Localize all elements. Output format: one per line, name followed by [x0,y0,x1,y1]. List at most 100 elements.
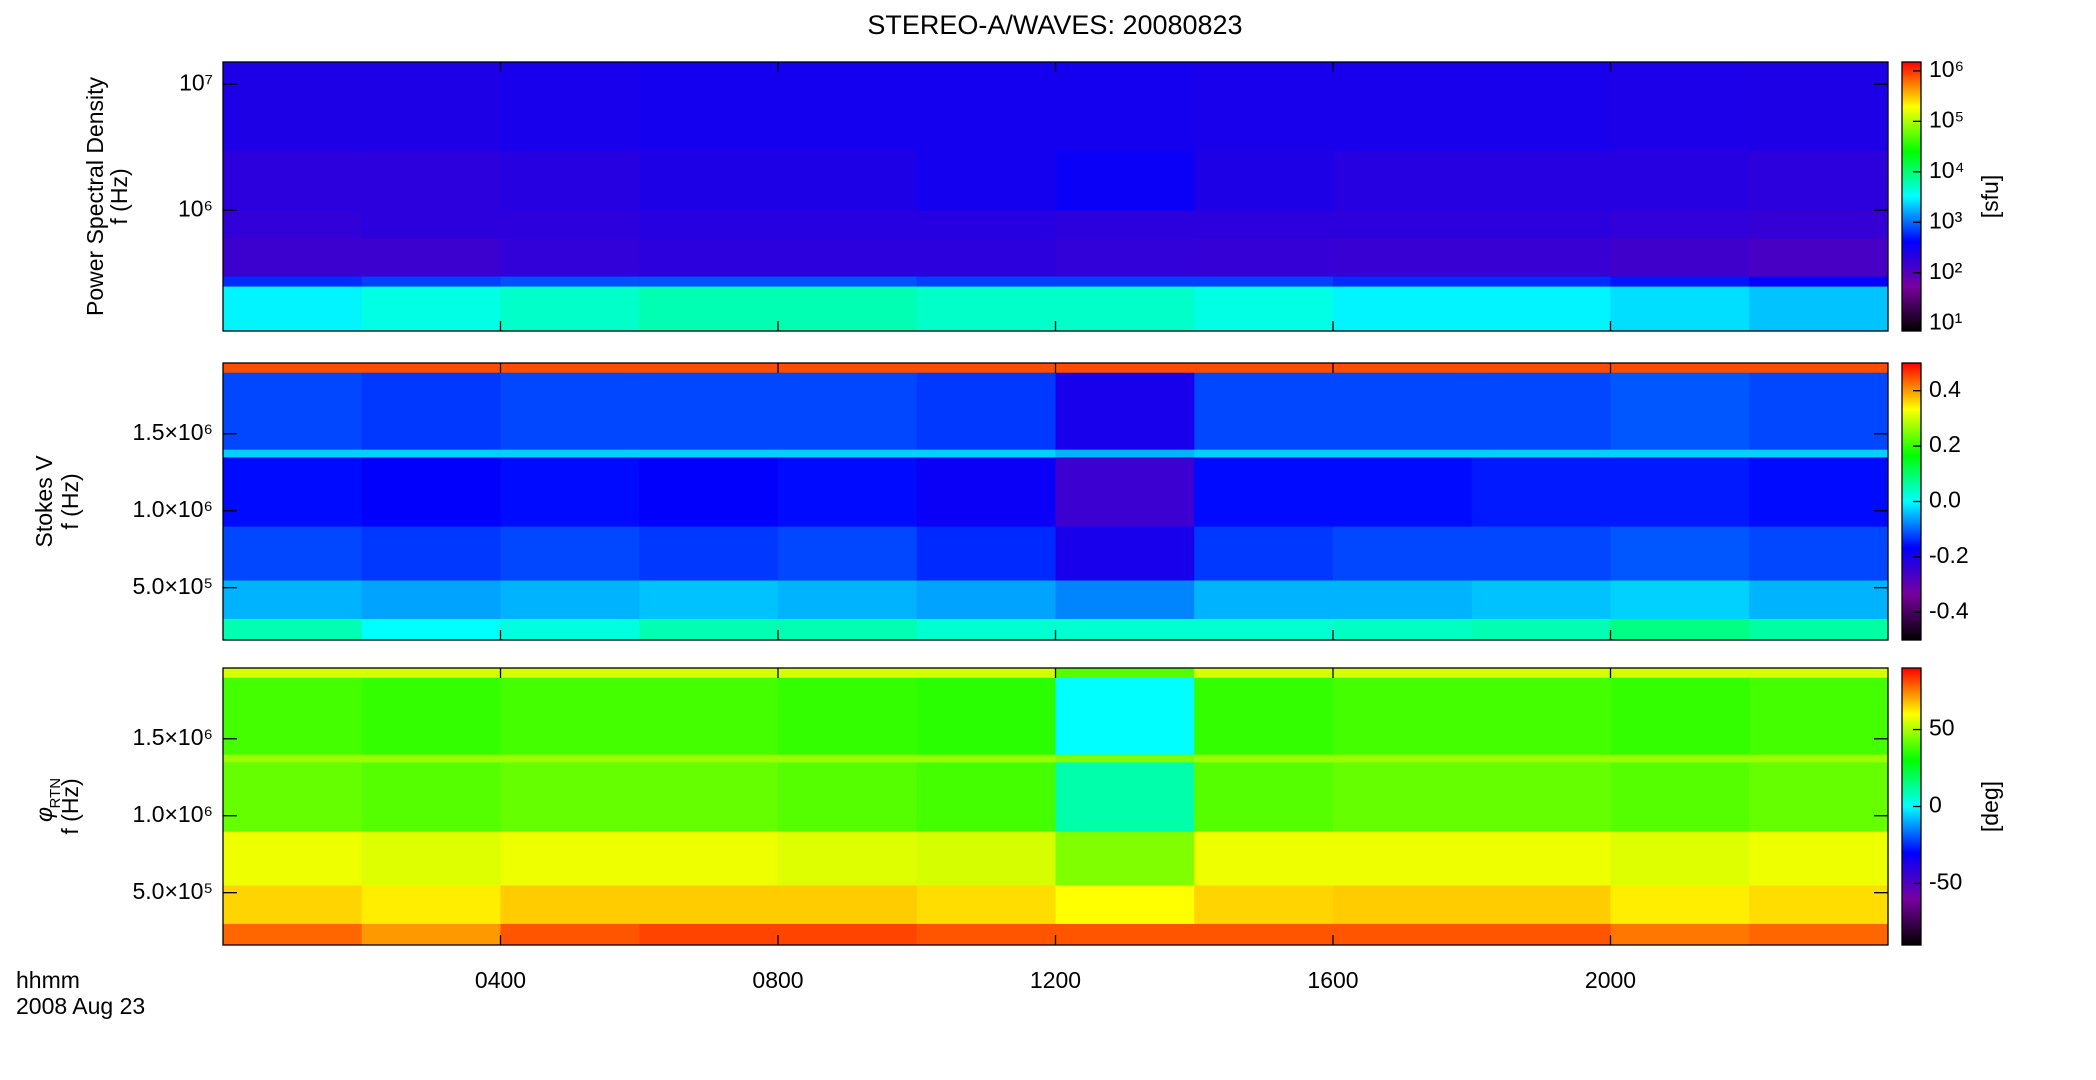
heatmap-cell [1471,754,1611,763]
heatmap-cell [1055,62,1195,151]
heatmap-cell [1194,363,1334,373]
heatmap-cell [1055,579,1195,619]
heatmap-cell [639,668,779,678]
heatmap-cell [1194,677,1334,755]
heatmap-cell [1471,150,1611,211]
heatmap-cell [1471,668,1611,678]
heatmap-cell [916,210,1056,239]
heatmap-cell [223,456,363,527]
y-tick-label: 1.0×10⁶ [133,801,213,827]
heatmap-cell [916,62,1056,151]
colorbar-tick-label: 10³ [1929,207,1963,233]
heatmap-cell [1194,884,1334,924]
heatmap-cell [1055,449,1195,458]
heatmap-cell [1610,372,1750,450]
heatmap-cell [1194,372,1334,450]
heatmap-cell [916,363,1056,373]
heatmap-cell [1471,923,1611,946]
heatmap-cell [1333,618,1473,641]
heatmap-cell [223,62,363,151]
y-tick-label: 1.0×10⁶ [133,496,213,522]
heatmap-cell [1194,286,1334,332]
date-label: 2008 Aug 23 [16,993,145,1019]
y-axis-label-subscript: RTN [47,778,64,809]
heatmap-cell [1749,286,1889,332]
heatmap-cell [223,579,363,619]
heatmap-cell [778,579,918,619]
heatmap-cell [223,150,363,211]
colorbar-tick-label: -0.4 [1929,597,1969,623]
colorbar-tick-label: 10⁶ [1929,56,1964,82]
heatmap-cell [500,238,640,277]
heatmap-cell [778,618,918,641]
heatmap-cell [1194,923,1334,946]
heatmap-cell [778,884,918,924]
heatmap-cell [639,150,779,211]
heatmap-cell [1749,884,1889,924]
heatmap-cell [223,831,363,886]
heatmap-cell [1194,668,1334,678]
heatmap-cell [1471,363,1611,373]
heatmap-cell [1610,831,1750,886]
y-axis-label: Stokes V [31,455,57,548]
heatmap-cell [1610,238,1750,277]
heatmap-cell [916,884,1056,924]
heatmap-cell [1749,579,1889,619]
y-tick-label: 5.0×10⁵ [132,573,213,599]
y-axis-label: f (Hz) [57,473,83,529]
heatmap-cell [361,372,501,450]
heatmap-cell [916,456,1056,527]
heatmap-cell [500,62,640,151]
heatmap-cell [1055,210,1195,239]
heatmap-cell [361,526,501,581]
heatmap-cell [361,286,501,332]
heatmap-cell [223,668,363,678]
heatmap-cell [639,677,779,755]
heatmap-cell [1610,456,1750,527]
y-tick-label: 5.0×10⁵ [132,878,213,904]
heatmap-cell [1055,677,1195,755]
heatmap-cell [1055,754,1195,763]
heatmap-cell [1610,286,1750,332]
heatmap-cell [1610,276,1750,287]
heatmap-cell [1055,372,1195,450]
heatmap-cell [500,923,640,946]
heatmap-cell [639,456,779,527]
heatmap-cell [639,372,779,450]
heatmap-cell [1610,923,1750,946]
heatmap-cell [1749,62,1889,151]
heatmap-cell [1333,150,1473,211]
heatmap-cell [1333,62,1473,151]
heatmap-cell [1749,618,1889,641]
heatmap-cell [639,276,779,287]
heatmap-cell [639,884,779,924]
heatmap-cell [916,150,1056,211]
x-axis-label: hhmm [16,967,80,993]
heatmap-cell [1749,831,1889,886]
y-axis-label: Power Spectral Density [82,76,108,316]
x-tick-label: 1200 [1030,967,1081,993]
heatmap-cell [1471,286,1611,332]
colorbar-tick-label: 10¹ [1929,308,1963,334]
heatmap-cell [916,372,1056,450]
heatmap-cell [1055,238,1195,277]
heatmap-cell [1749,372,1889,450]
heatmap-cell [361,668,501,678]
heatmap-cell [916,761,1056,832]
heatmap-cell [361,456,501,527]
heatmap-cell [1749,210,1889,239]
heatmap-cell [1471,618,1611,641]
heatmap-cell [1194,150,1334,211]
heatmap-cell [361,276,501,287]
heatmap-cell [639,761,779,832]
heatmap-cell [500,526,640,581]
heatmap-cell [1194,618,1334,641]
heatmap-cell [639,526,779,581]
heatmap-cell [1749,754,1889,763]
heatmap-cell [1749,363,1889,373]
colorbar-tick-label: 10² [1929,258,1963,284]
heatmap-cell [500,456,640,527]
heatmap-cell [639,449,779,458]
heatmap-cell [361,62,501,151]
heatmap-cell [1749,668,1889,678]
